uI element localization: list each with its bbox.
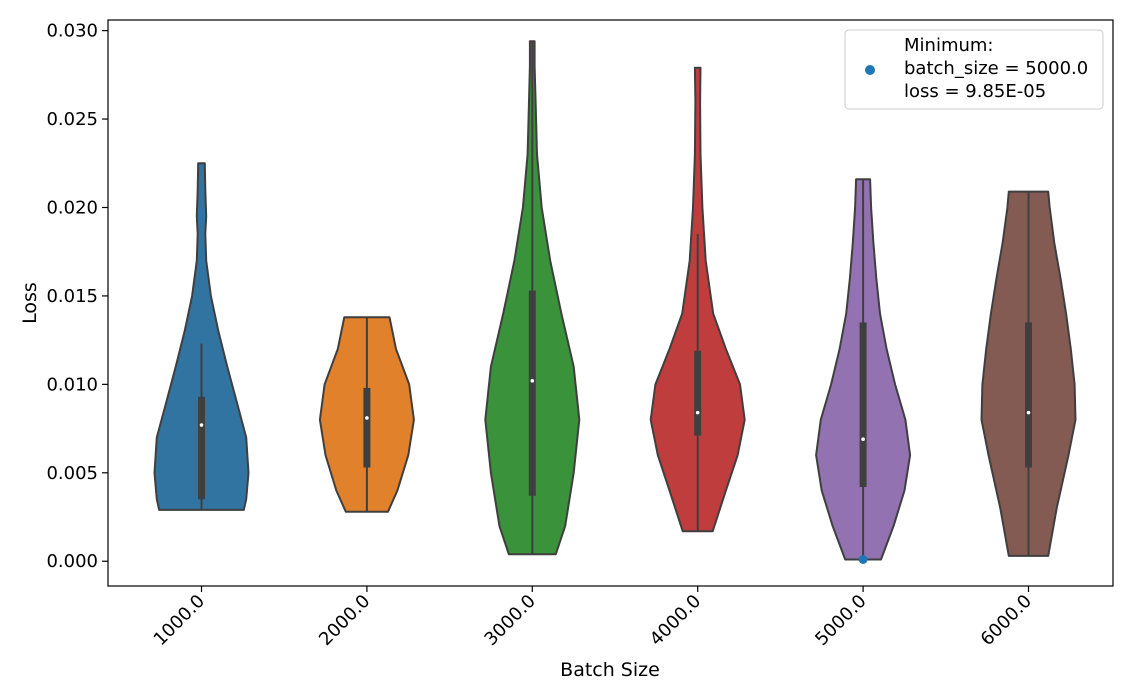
- median-marker-4000.0: [695, 410, 700, 415]
- x-tick-label: 5000.0: [811, 591, 870, 650]
- y-tick-label: 0.030: [46, 21, 98, 42]
- legend-line-2: batch_size = 5000.0: [904, 58, 1088, 79]
- y-axis: 0.000 0.005 0.010 0.015 0.020 0.025 0.030: [46, 21, 108, 572]
- y-tick-label: 0.010: [46, 374, 98, 395]
- violin-1000.0: [153, 162, 250, 511]
- x-axis: 1000.0 2000.0 3000.0 4000.0 5000.0 6000.0: [150, 586, 1036, 650]
- y-tick-label: 0.020: [46, 197, 98, 218]
- median-marker-3000.0: [530, 379, 535, 383]
- iqr-box-5000.0: [859, 322, 867, 487]
- minimum-point-layer: [858, 554, 868, 564]
- iqr-box-3000.0: [528, 290, 536, 496]
- legend-line-1: Minimum:: [904, 35, 993, 56]
- boxes-layer: [198, 41, 1032, 560]
- y-tick-label: 0.005: [46, 463, 98, 484]
- y-axis-title: Loss: [19, 282, 41, 324]
- violins-layer: [153, 40, 1077, 561]
- legend-marker: [865, 65, 875, 75]
- iqr-box-2000.0: [363, 387, 371, 468]
- median-marker-6000.0: [1026, 410, 1031, 415]
- iqr-box-4000.0: [694, 350, 702, 436]
- plot-frame: [107, 19, 1114, 587]
- y-tick-label: 0.025: [46, 109, 98, 130]
- iqr-box-1000.0: [198, 396, 205, 500]
- x-tick-label: 3000.0: [480, 591, 539, 650]
- median-marker-2000.0: [365, 416, 369, 420]
- median-marker-5000.0: [861, 437, 865, 441]
- legend-box: [844, 29, 1104, 110]
- x-tick-label: 4000.0: [646, 591, 705, 650]
- x-tick-label: 6000.0: [977, 591, 1036, 650]
- median-marker-1000.0: [199, 423, 204, 427]
- legend: Minimum: batch_size = 5000.0 loss = 9.85…: [844, 29, 1104, 110]
- x-tick-label: 1000.0: [150, 591, 209, 650]
- y-tick-label: 0.015: [46, 286, 98, 307]
- x-tick-label: 2000.0: [315, 591, 374, 650]
- legend-line-3: loss = 9.85E-05: [904, 81, 1046, 102]
- y-tick-label: 0.000: [46, 551, 98, 572]
- x-axis-title: Batch Size: [560, 659, 660, 681]
- iqr-box-6000.0: [1025, 322, 1032, 468]
- minimum-point: [858, 554, 868, 564]
